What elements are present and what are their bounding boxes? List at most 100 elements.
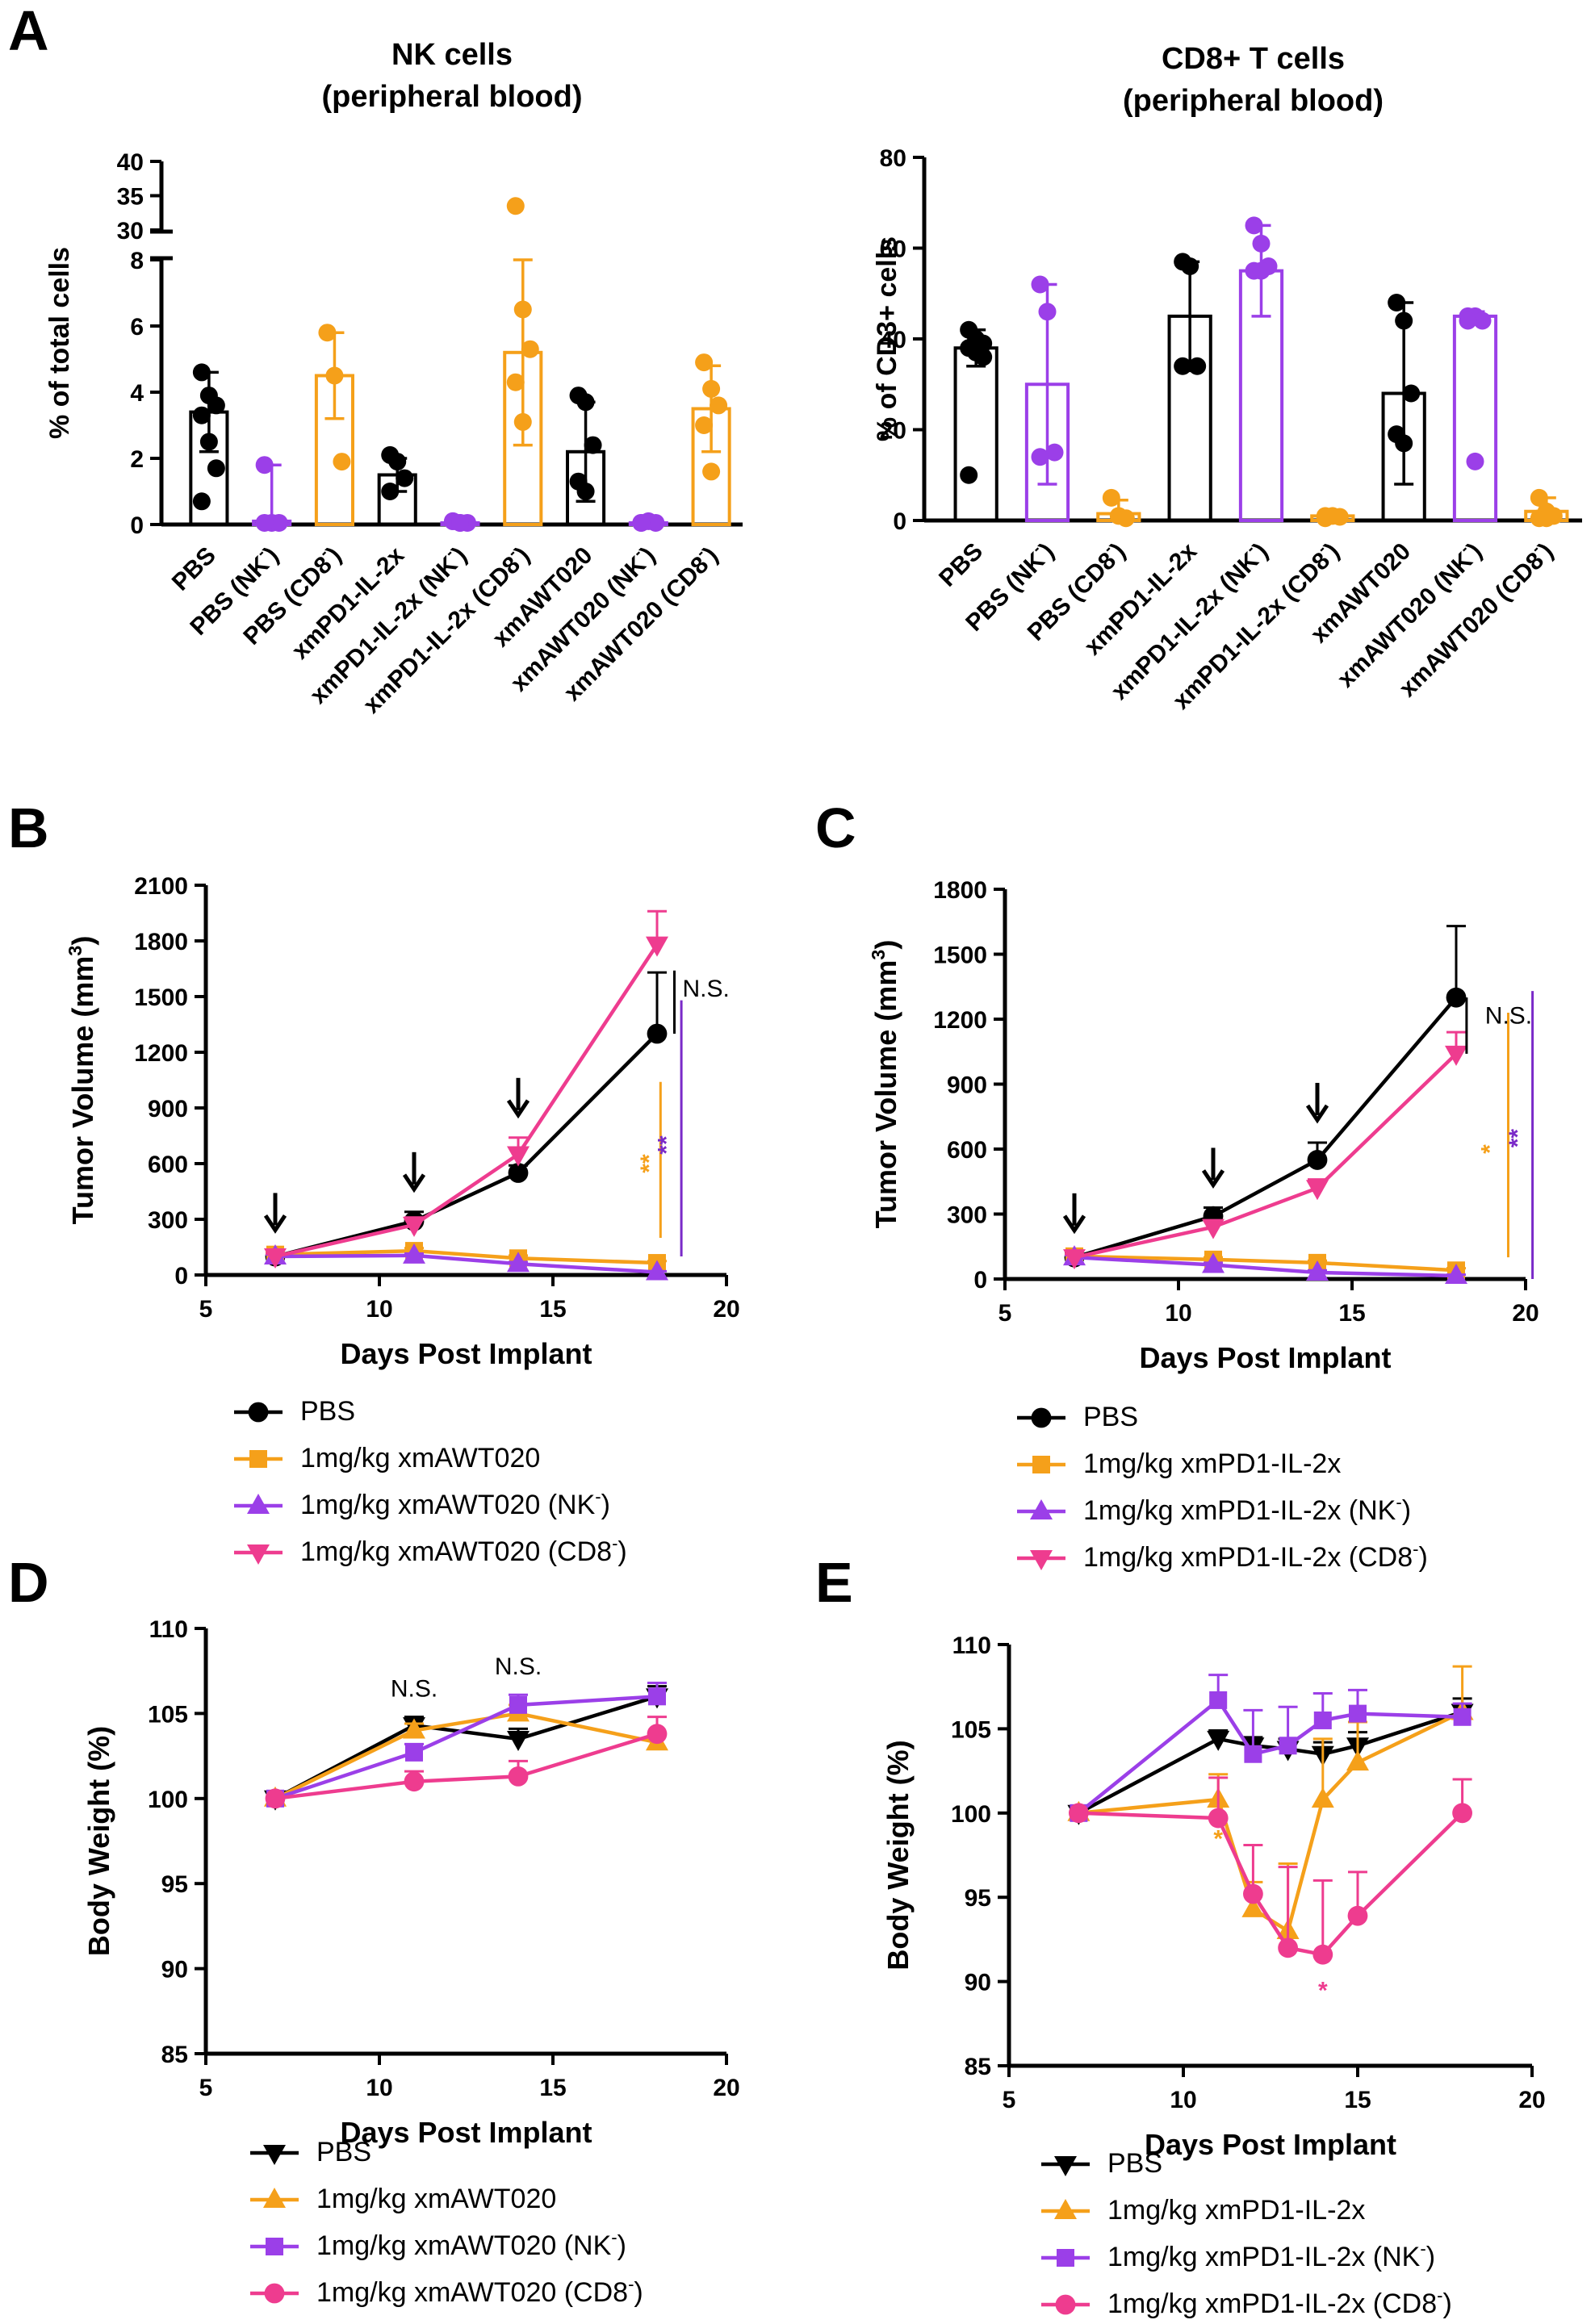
data-point	[647, 1724, 668, 1745]
y-axis-label-main: Body Weight (%)	[82, 1726, 115, 1956]
legend-label-main: 1mg/kg xmPD1-IL-2x	[1083, 1448, 1341, 1479]
data-point	[192, 492, 211, 511]
y-tick-label: 95	[965, 1885, 991, 1912]
data-point	[647, 1023, 668, 1044]
data-point	[576, 393, 595, 412]
y-tick-label: 85	[161, 2042, 188, 2068]
legend-marker	[1032, 1456, 1050, 1473]
data-point	[1473, 311, 1492, 330]
x-axis-label: Days Post Implant	[340, 2116, 592, 2149]
data-point	[507, 1252, 530, 1273]
dose-arrowhead	[1201, 1169, 1225, 1189]
legend-label-main: PBS	[1083, 1402, 1138, 1432]
legend-label-sup: -	[628, 2274, 634, 2294]
annotation: N.S.	[391, 1675, 437, 1702]
y-tick-label: 900	[947, 1072, 987, 1099]
y-tick-label: 4	[130, 380, 144, 407]
series-line	[274, 1248, 658, 1265]
y-axis-label-tail: )	[869, 940, 902, 950]
legend-label-main: 1mg/kg xmAWT020 (CD8	[300, 1536, 612, 1567]
data-point	[1347, 1905, 1368, 1926]
legend-label: 1mg/kg xmAWT020 (NK-)	[300, 1486, 610, 1520]
data-point	[1306, 1180, 1329, 1201]
dose-arrowhead	[263, 1214, 287, 1234]
series-line	[274, 943, 659, 1259]
panel-label: B	[8, 796, 49, 859]
x-tick-label: 20	[713, 1296, 739, 1323]
y-axis-label-main: Tumor Volume (mm	[66, 956, 99, 1225]
data-point	[318, 324, 337, 342]
data-point	[1537, 509, 1555, 528]
series-line	[274, 1732, 658, 1801]
y-tick-label: 900	[148, 1096, 188, 1122]
legend-label-sup: -	[612, 1533, 617, 1553]
data-point	[710, 396, 728, 415]
series-line	[274, 1695, 658, 1800]
series-line	[1078, 1710, 1463, 1934]
legend-label-tail: )	[1418, 1542, 1427, 1573]
legend-marker	[263, 2188, 286, 2208]
x-tick-label: 20	[713, 2075, 739, 2101]
series-line	[1077, 1697, 1463, 1815]
data-point	[960, 466, 978, 484]
panel-label: E	[815, 1551, 853, 1614]
data-point	[207, 459, 225, 478]
y-tick-label: 300	[947, 1202, 987, 1229]
data-point	[1445, 1263, 1467, 1284]
series-line	[1078, 1710, 1463, 1815]
data-point	[1446, 987, 1467, 1008]
data-point	[513, 300, 532, 319]
data-point	[1313, 1711, 1332, 1729]
annotation: **	[1505, 1129, 1531, 1148]
data-point	[1466, 452, 1484, 470]
y-tick-label: 300	[148, 1207, 188, 1234]
data-point	[265, 1788, 286, 1809]
legend-label: 1mg/kg xmPD1-IL-2x	[1107, 2195, 1365, 2226]
chart-E: 85 90 95 100 105 110 5 10 15 20 Days Post Implant B…	[881, 1632, 1546, 2319]
series-line	[1078, 1811, 1464, 1957]
data-point	[270, 513, 288, 532]
legend-label: 1mg/kg xmPD1-IL-2x (CD8-)	[1083, 1539, 1428, 1573]
x-tick-label: 15	[539, 2075, 566, 2101]
data-point	[1388, 294, 1406, 311]
x-tick-label: 5	[1003, 2087, 1016, 2113]
data-point	[1402, 384, 1421, 403]
chart-title-line: CD8+ T cells	[1162, 42, 1345, 76]
y-tick-label: 1500	[134, 984, 188, 1011]
y-tick-label: 110	[952, 1632, 991, 1659]
annotation: *	[1213, 1826, 1223, 1853]
data-point	[508, 1766, 529, 1787]
data-point	[646, 936, 668, 957]
legend-label: 1mg/kg xmAWT020 (NK-)	[316, 2227, 626, 2261]
legend-label: 1mg/kg xmAWT020 (CD8-)	[316, 2274, 643, 2308]
legend-marker	[1054, 2199, 1077, 2219]
y-axis-label-sup: 3	[868, 950, 889, 960]
data-point	[1031, 448, 1049, 466]
legend-label-main: PBS	[316, 2137, 371, 2167]
x-tick-label: 5	[998, 1300, 1012, 1327]
data-point	[255, 513, 274, 532]
legend-label-tail: )	[634, 2277, 643, 2308]
legend-label-tail: )	[617, 1536, 626, 1567]
data-point	[403, 1243, 425, 1264]
legend-label: 1mg/kg xmAWT020	[316, 2184, 556, 2214]
data-point	[1459, 311, 1477, 330]
data-point	[1252, 234, 1271, 253]
legend-label-tail: )	[1426, 2242, 1435, 2272]
x-tick-label: 10	[366, 2075, 392, 2101]
data-point	[1241, 1896, 1265, 1917]
data-point	[507, 1146, 530, 1167]
data-point	[1063, 1249, 1086, 1270]
data-point	[1045, 443, 1064, 462]
data-point	[1252, 261, 1271, 280]
data-point	[403, 1216, 425, 1237]
y-tick-label: 100	[148, 1787, 188, 1813]
y-tick-label: 40	[117, 149, 144, 176]
dose-arrowhead	[1305, 1104, 1329, 1124]
series-line	[1074, 1254, 1457, 1273]
panel-label: D	[8, 1551, 49, 1614]
legend-label-sup: -	[1437, 2285, 1442, 2305]
annotation: N.S.	[1485, 1002, 1532, 1029]
y-axis-label: Tumor Volume (mm3)	[65, 936, 99, 1225]
